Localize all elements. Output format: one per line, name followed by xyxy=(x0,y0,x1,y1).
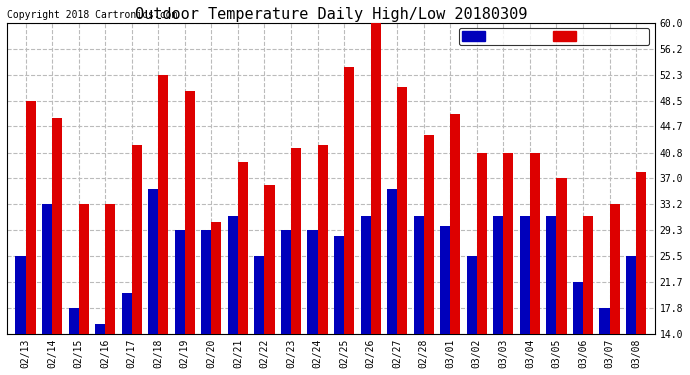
Bar xyxy=(121,293,132,375)
Bar xyxy=(201,231,211,375)
Bar xyxy=(451,114,460,375)
Bar xyxy=(413,216,424,375)
Bar xyxy=(308,231,317,375)
Bar xyxy=(317,145,328,375)
Bar xyxy=(556,178,566,375)
Bar xyxy=(477,153,487,375)
Bar xyxy=(530,153,540,375)
Bar xyxy=(95,324,105,375)
Bar xyxy=(281,231,291,375)
Bar xyxy=(79,204,89,375)
Bar xyxy=(291,148,301,375)
Bar xyxy=(573,282,583,375)
Bar xyxy=(158,75,168,375)
Bar xyxy=(371,23,381,375)
Bar xyxy=(238,162,248,375)
Bar xyxy=(440,226,451,375)
Bar xyxy=(387,189,397,375)
Bar xyxy=(636,172,647,375)
Bar xyxy=(424,135,434,375)
Bar xyxy=(600,308,609,375)
Bar xyxy=(520,216,530,375)
Bar xyxy=(466,256,477,375)
Bar xyxy=(185,91,195,375)
Bar xyxy=(626,256,636,375)
Bar xyxy=(175,231,185,375)
Bar xyxy=(264,185,275,375)
Bar xyxy=(42,204,52,375)
Bar xyxy=(211,222,221,375)
Bar xyxy=(105,204,115,375)
Bar xyxy=(334,236,344,375)
Bar xyxy=(228,216,238,375)
Title: Outdoor Temperature Daily High/Low 20180309: Outdoor Temperature Daily High/Low 20180… xyxy=(135,7,527,22)
Bar xyxy=(132,145,142,375)
Bar xyxy=(504,153,513,375)
Bar xyxy=(26,101,36,375)
Bar xyxy=(15,256,26,375)
Bar xyxy=(148,189,158,375)
Bar xyxy=(255,256,264,375)
Bar xyxy=(52,118,62,375)
Bar xyxy=(493,216,504,375)
Bar xyxy=(397,87,407,375)
Bar xyxy=(583,216,593,375)
Bar xyxy=(361,216,371,375)
Bar xyxy=(546,216,556,375)
Bar xyxy=(344,67,354,375)
Bar xyxy=(68,308,79,375)
Bar xyxy=(609,204,620,375)
Text: Copyright 2018 Cartronics.com: Copyright 2018 Cartronics.com xyxy=(7,10,177,20)
Legend: Low  (°F), High  (°F): Low (°F), High (°F) xyxy=(459,28,649,45)
